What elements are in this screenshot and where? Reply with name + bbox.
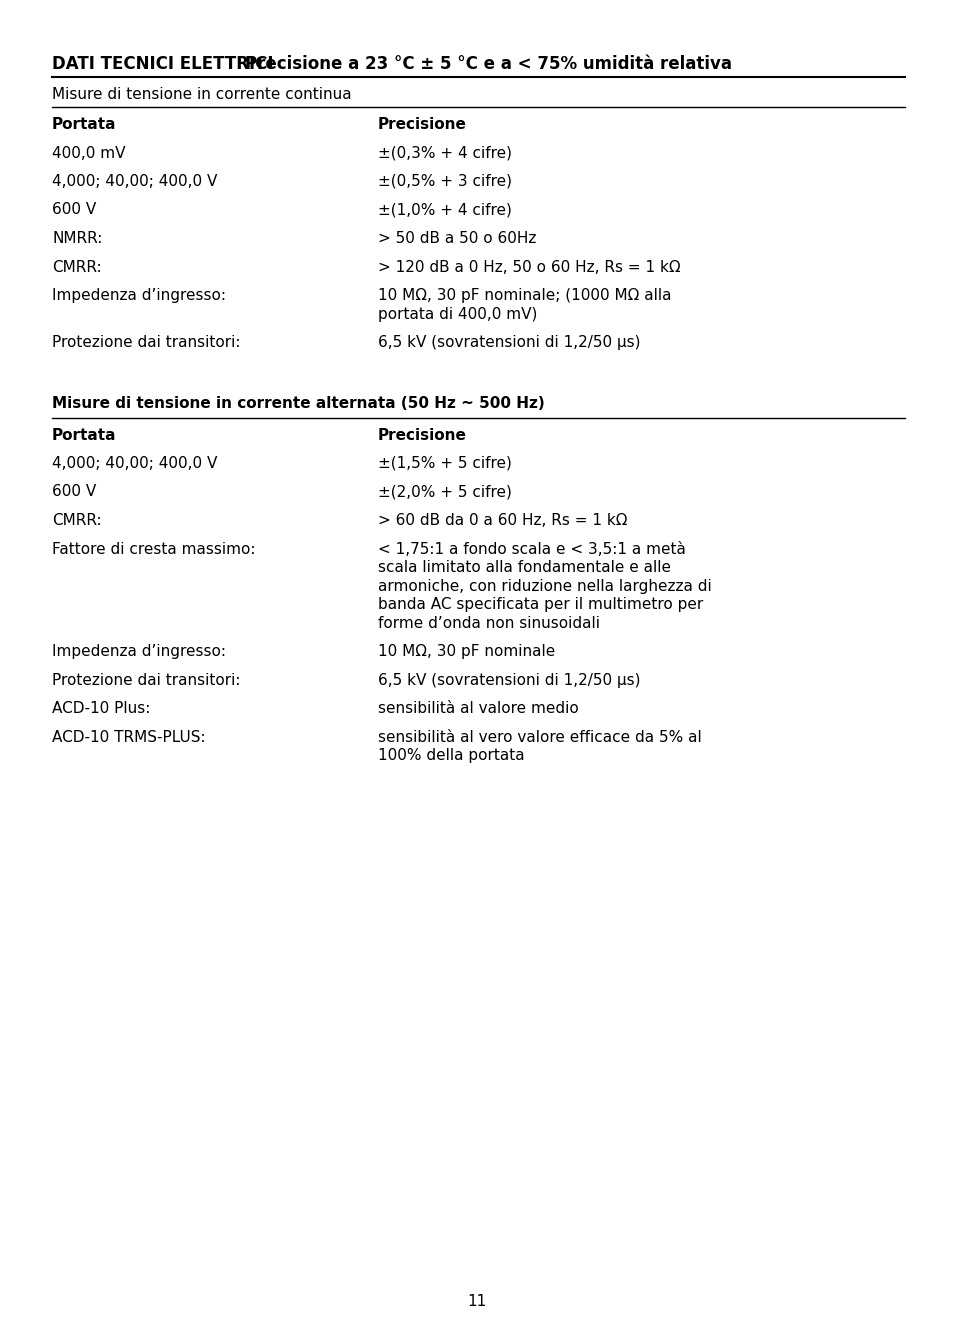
Text: < 1,75:1 a fondo scala e < 3,5:1 a metà: < 1,75:1 a fondo scala e < 3,5:1 a metà bbox=[377, 542, 685, 557]
Text: NMRR:: NMRR: bbox=[52, 230, 102, 246]
Text: > 120 dB a 0 Hz, 50 o 60 Hz, Rs = 1 kΩ: > 120 dB a 0 Hz, 50 o 60 Hz, Rs = 1 kΩ bbox=[377, 260, 679, 274]
Text: Misure di tensione in corrente continua: Misure di tensione in corrente continua bbox=[52, 87, 352, 103]
Text: Impedenza d’ingresso:: Impedenza d’ingresso: bbox=[52, 643, 226, 659]
Text: ±(0,5% + 3 cifre): ±(0,5% + 3 cifre) bbox=[377, 174, 512, 189]
Text: banda AC specificata per il multimetro per: banda AC specificata per il multimetro p… bbox=[377, 597, 702, 611]
Text: 4,000; 40,00; 400,0 V: 4,000; 40,00; 400,0 V bbox=[52, 174, 217, 189]
Text: ±(1,5% + 5 cifre): ±(1,5% + 5 cifre) bbox=[377, 456, 512, 472]
Text: 400,0 mV: 400,0 mV bbox=[52, 145, 126, 160]
Text: Protezione dai transitori:: Protezione dai transitori: bbox=[52, 336, 240, 350]
Text: > 60 dB da 0 a 60 Hz, Rs = 1 kΩ: > 60 dB da 0 a 60 Hz, Rs = 1 kΩ bbox=[377, 513, 627, 527]
Text: ACD-10 Plus:: ACD-10 Plus: bbox=[52, 701, 151, 717]
Text: 11: 11 bbox=[467, 1293, 486, 1309]
Text: ±(0,3% + 4 cifre): ±(0,3% + 4 cifre) bbox=[377, 145, 512, 160]
Text: portata di 400,0 mV): portata di 400,0 mV) bbox=[377, 306, 537, 321]
Text: 6,5 kV (sovratensioni di 1,2/50 μs): 6,5 kV (sovratensioni di 1,2/50 μs) bbox=[377, 336, 639, 350]
Text: Misure di tensione in corrente alternata (50 Hz ~ 500 Hz): Misure di tensione in corrente alternata… bbox=[52, 396, 544, 410]
Text: sensibilità al valore medio: sensibilità al valore medio bbox=[377, 701, 578, 717]
Text: 10 MΩ, 30 pF nominale: 10 MΩ, 30 pF nominale bbox=[377, 643, 555, 659]
Text: Portata: Portata bbox=[52, 117, 116, 132]
Text: Precisione: Precisione bbox=[377, 117, 466, 132]
Text: Impedenza d’ingresso:: Impedenza d’ingresso: bbox=[52, 288, 226, 302]
Text: 6,5 kV (sovratensioni di 1,2/50 μs): 6,5 kV (sovratensioni di 1,2/50 μs) bbox=[377, 673, 639, 687]
Text: 10 MΩ, 30 pF nominale; (1000 MΩ alla: 10 MΩ, 30 pF nominale; (1000 MΩ alla bbox=[377, 288, 671, 302]
Text: 100% della portata: 100% della portata bbox=[377, 749, 524, 763]
Text: sensibilità al vero valore efficace da 5% al: sensibilità al vero valore efficace da 5… bbox=[377, 730, 701, 745]
Text: CMRR:: CMRR: bbox=[52, 260, 102, 274]
Text: forme d’onda non sinusoidali: forme d’onda non sinusoidali bbox=[377, 615, 599, 630]
Text: 600 V: 600 V bbox=[52, 202, 96, 217]
Text: ±(1,0% + 4 cifre): ±(1,0% + 4 cifre) bbox=[377, 202, 512, 217]
Text: Fattore di cresta massimo:: Fattore di cresta massimo: bbox=[52, 542, 255, 557]
Text: DATI TECNICI ELETTRICI: DATI TECNICI ELETTRICI bbox=[52, 55, 274, 73]
Text: ±(2,0% + 5 cifre): ±(2,0% + 5 cifre) bbox=[377, 485, 512, 500]
Text: scala limitato alla fondamentale e alle: scala limitato alla fondamentale e alle bbox=[377, 559, 670, 575]
Text: armoniche, con riduzione nella larghezza di: armoniche, con riduzione nella larghezza… bbox=[377, 578, 711, 594]
Text: 600 V: 600 V bbox=[52, 485, 96, 500]
Text: > 50 dB a 50 o 60Hz: > 50 dB a 50 o 60Hz bbox=[377, 230, 536, 246]
Text: Protezione dai transitori:: Protezione dai transitori: bbox=[52, 673, 240, 687]
Text: Portata: Portata bbox=[52, 428, 116, 442]
Text: CMRR:: CMRR: bbox=[52, 513, 102, 527]
Text: ACD-10 TRMS-PLUS:: ACD-10 TRMS-PLUS: bbox=[52, 730, 206, 745]
Text: Precisione a 23 °C ± 5 °C e a < 75% umidità relativa: Precisione a 23 °C ± 5 °C e a < 75% umid… bbox=[245, 55, 731, 73]
Text: 4,000; 40,00; 400,0 V: 4,000; 40,00; 400,0 V bbox=[52, 456, 217, 472]
Text: Precisione: Precisione bbox=[377, 428, 466, 442]
